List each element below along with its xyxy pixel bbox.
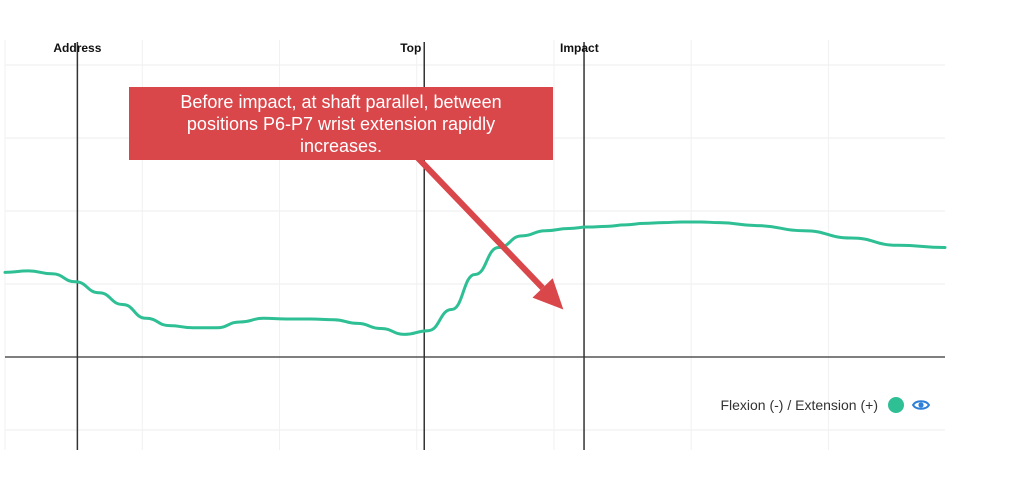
- annotation-arrow-head: [532, 278, 564, 310]
- event-label-impact: Impact: [560, 41, 599, 55]
- event-label-address: Address: [53, 41, 101, 55]
- series-layer: [3, 220, 947, 336]
- annotation-arrow-shaft: [412, 152, 545, 290]
- event-label-top: Top: [400, 41, 421, 55]
- event-lines: Address Top Impact: [53, 41, 599, 450]
- annotation-arrow: [412, 152, 564, 310]
- eye-icon[interactable]: [912, 398, 930, 412]
- legend: Flexion (-) / Extension (+): [600, 394, 930, 416]
- annotation-callout: Before impact, at shaft parallel, betwee…: [129, 87, 553, 160]
- legend-label: Flexion (-) / Extension (+): [720, 397, 878, 413]
- series-line-0: [3, 220, 947, 336]
- legend-swatch[interactable]: [888, 397, 904, 413]
